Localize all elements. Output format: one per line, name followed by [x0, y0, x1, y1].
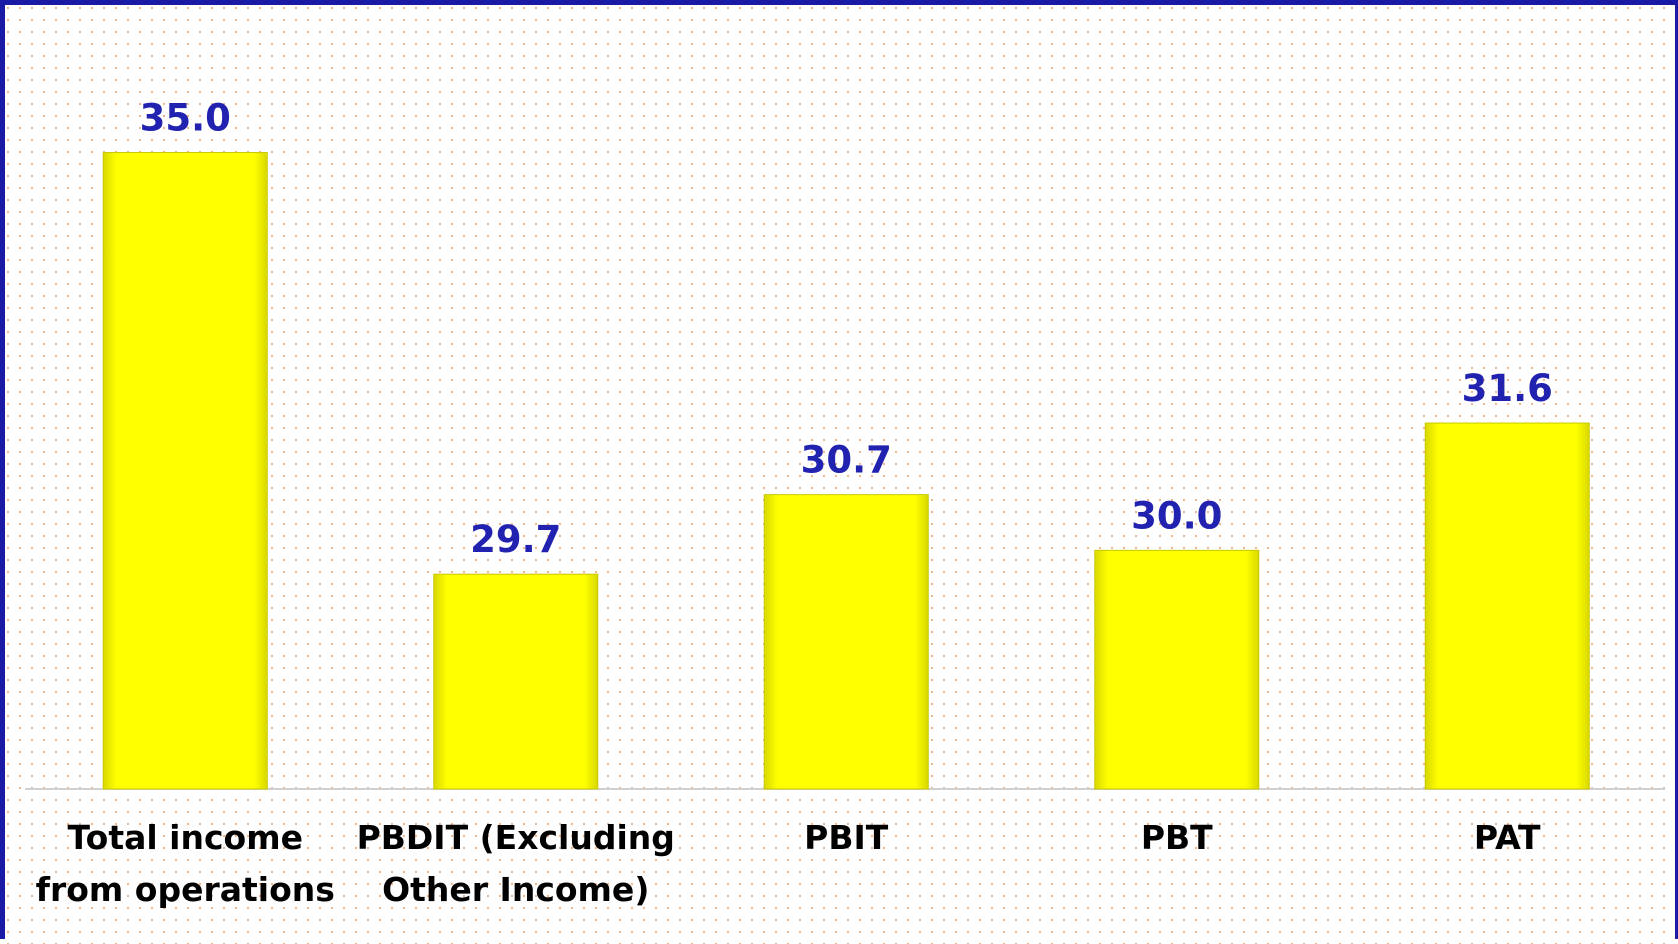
value-label: 31.6 [1462, 367, 1553, 410]
value-label: 30.0 [1131, 494, 1222, 537]
bar [433, 573, 599, 790]
value-label: 29.7 [470, 518, 561, 561]
bar [1424, 422, 1590, 790]
bar [763, 494, 929, 790]
value-label: 30.7 [801, 439, 892, 482]
bar [102, 152, 268, 790]
x-tick-label: PBT [1140, 818, 1213, 857]
x-tick-label: PBIT [804, 818, 889, 857]
chart: 35.0 29.7 30.7 30.0 31.6 [5, 5, 1675, 944]
value-label: 35.0 [140, 97, 231, 140]
x-tick-label: Total income from operations [35, 818, 335, 909]
x-tick-label: PBDIT (Excluding Other Income) [356, 818, 675, 909]
x-tick-label: PAT [1473, 818, 1541, 857]
bar [1094, 549, 1260, 790]
